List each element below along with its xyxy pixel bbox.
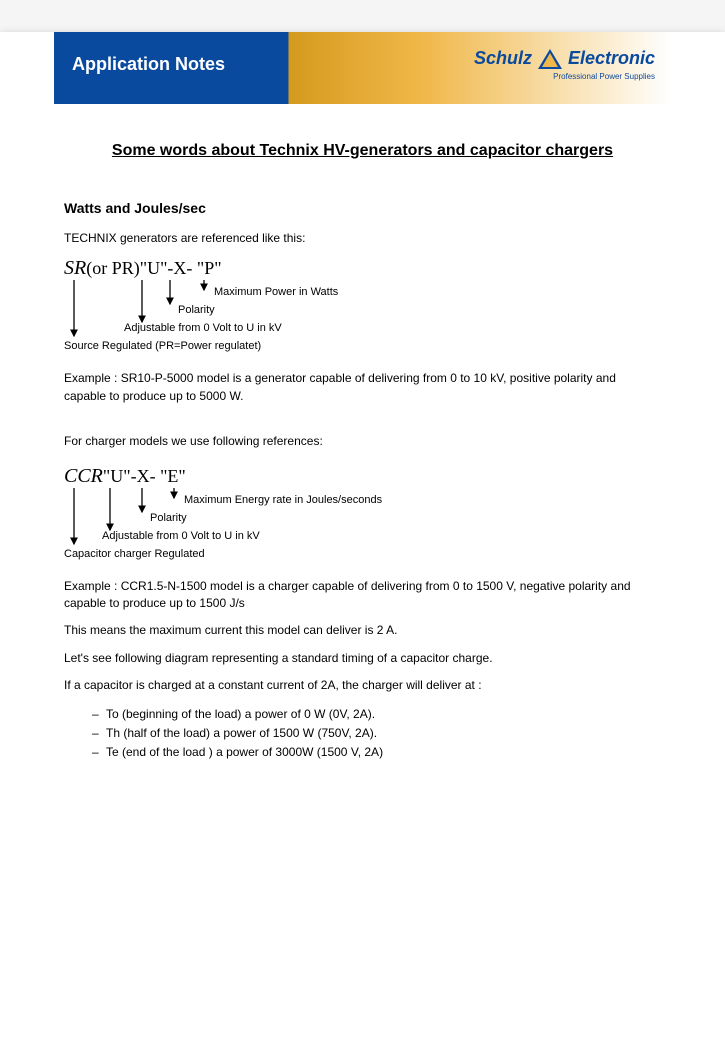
formula-ccr-prefix: CCR <box>64 465 103 487</box>
formula-ccr-rest: "U"-X- "E" <box>103 466 186 486</box>
diagram-ccr: Maximum Energy rate in Joules/seconds Po… <box>64 488 661 568</box>
charge-timing-list: To (beginning of the load) a power of 0 … <box>64 705 661 763</box>
list-item: Th (half of the load) a power of 1500 W … <box>92 724 661 743</box>
label-capacitor-charger: Capacitor charger Regulated <box>64 548 205 560</box>
list-item: Te (end of the load ) a power of 3000W (… <box>92 743 661 762</box>
formula-sr-rest: (or PR)"U"-X- "P" <box>86 258 221 278</box>
header-title: Application Notes <box>72 54 225 75</box>
diagram-sr: Maximum Power in Watts Polarity Adjustab… <box>64 280 661 360</box>
header-band: Application Notes Schulz Electronic Prof… <box>54 32 671 104</box>
page: Application Notes Schulz Electronic Prof… <box>0 32 725 1056</box>
label-adjustable-ccr: Adjustable from 0 Volt to U in kV <box>102 530 260 542</box>
logo: Schulz Electronic <box>474 48 655 69</box>
formula-sr-prefix: SR <box>64 257 86 279</box>
label-polarity-ccr: Polarity <box>150 512 187 524</box>
list-item: To (beginning of the load) a power of 0 … <box>92 705 661 724</box>
section-heading-watts: Watts and Joules/sec <box>64 200 661 216</box>
formula-sr: SR(or PR)"U"-X- "P" <box>64 257 661 280</box>
line-if-capacitor: If a capacitor is charged at a constant … <box>64 677 661 694</box>
logo-triangle-icon <box>538 49 562 69</box>
label-source-regulated: Source Regulated (PR=Power regulatet) <box>64 340 261 352</box>
main-title: Some words about Technix HV-generators a… <box>64 142 661 160</box>
formula-ccr: CCR"U"-X- "E" <box>64 465 661 488</box>
example-sr: Example : SR10-P-5000 model is a generat… <box>64 370 661 405</box>
content-area: Some words about Technix HV-generators a… <box>0 104 725 762</box>
label-max-energy: Maximum Energy rate in Joules/seconds <box>184 494 382 506</box>
logo-text-right: Electronic <box>568 48 655 69</box>
label-polarity-sr: Polarity <box>178 304 215 316</box>
label-max-power: Maximum Power in Watts <box>214 286 338 298</box>
line-max-current: This means the maximum current this mode… <box>64 622 661 639</box>
label-adjustable-sr: Adjustable from 0 Volt to U in kV <box>124 322 282 334</box>
logo-text-left: Schulz <box>474 48 532 69</box>
intro-charger: For charger models we use following refe… <box>64 433 661 450</box>
logo-subtitle: Professional Power Supplies <box>553 72 655 81</box>
example-ccr: Example : CCR1.5-N-1500 model is a charg… <box>64 578 661 613</box>
intro-technix: TECHNIX generators are referenced like t… <box>64 230 661 247</box>
line-see-diagram: Let's see following diagram representing… <box>64 650 661 667</box>
